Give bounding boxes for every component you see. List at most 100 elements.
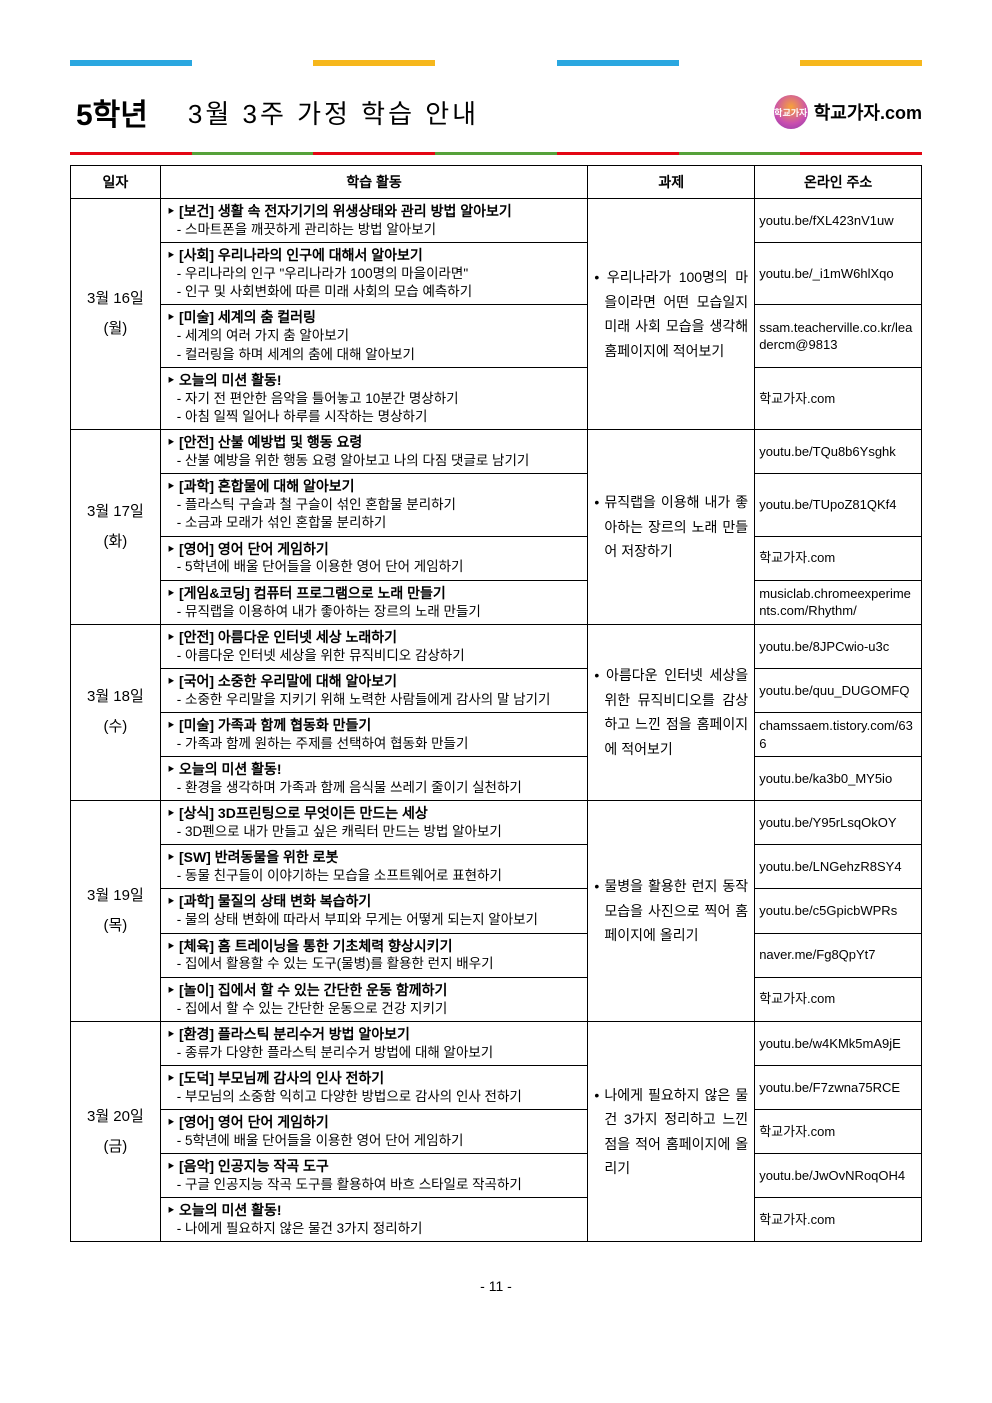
activity-sub: 아침 일찍 일어나 하루를 시작하는 명상하기: [167, 408, 582, 426]
site-name: 학교가자.com: [814, 99, 922, 125]
activity-title: [사회] 우리나라의 인구에 대해서 알아보기: [167, 246, 582, 265]
task-cell: 물병을 활용한 런지 동작모습을 사진으로 찍어 홈페이지에 올리기: [588, 801, 755, 1022]
table-row: 3월 16일(월)[보건] 생활 속 전자기기의 위생상태와 관리 방법 알아보…: [71, 199, 922, 243]
table-row: [영어] 영어 단어 게임하기5학년에 배울 단어들을 이용한 영어 단어 게임…: [71, 536, 922, 580]
table-row: 오늘의 미션 활동!나에게 필요하지 않은 물건 3가지 정리하기 학교가자.co…: [71, 1198, 922, 1242]
activity-cell: [음악] 인공지능 작곡 도구구글 인공지능 작곡 도구를 활용하여 바흐 스타…: [160, 1154, 588, 1198]
activity-cell: [미술] 가족과 함께 협동화 만들기가족과 함께 원하는 주제를 선택하여 협…: [160, 712, 588, 756]
activity-title: [체육] 홈 트레이닝을 통한 기초체력 향상시키기: [167, 937, 582, 956]
table-row: 오늘의 미션 활동!자기 전 편안한 음악을 틀어놓고 10분간 명상하기아침 …: [71, 367, 922, 429]
col-url-header: 온라인 주소: [755, 166, 922, 199]
url-cell: youtu.be/LNGehzR8SY4: [755, 845, 922, 889]
activity-title: [보건] 생활 속 전자기기의 위생상태와 관리 방법 알아보기: [167, 202, 582, 221]
activity-cell: 오늘의 미션 활동!자기 전 편안한 음악을 틀어놓고 10분간 명상하기아침 …: [160, 367, 588, 429]
activity-cell: [과학] 혼합물에 대해 알아보기플라스틱 구슬과 철 구슬이 섞인 혼합물 분…: [160, 474, 588, 536]
top-color-bar: [70, 60, 922, 66]
activity-sub: 구글 인공지능 작곡 도구를 활용하여 바흐 스타일로 작곡하기: [167, 1176, 582, 1194]
url-cell: youtu.be/TUpoZ81QKf4: [755, 474, 922, 536]
table-row: 오늘의 미션 활동!환경을 생각하며 가족과 함께 음식물 쓰레기 줄이기 실천…: [71, 757, 922, 801]
task-cell: 나에게 필요하지 않은 물건 3가지 정리하고 느낀 점을 적어 홈페이지에 올…: [588, 1021, 755, 1242]
table-row: [도덕] 부모님께 감사의 인사 전하기부모님의 소중함 익히고 다양한 방법으…: [71, 1065, 922, 1109]
activity-title: [국어] 소중한 우리말에 대해 알아보기: [167, 672, 582, 691]
activity-sub: 우리나라의 인구 "우리나라가 100명의 마을이라면": [167, 265, 582, 283]
url-cell: youtu.be/F7zwna75RCE: [755, 1065, 922, 1109]
activity-sub: 자기 전 편안한 음악을 틀어놓고 10분간 명상하기: [167, 390, 582, 408]
activity-cell: 오늘의 미션 활동!환경을 생각하며 가족과 함께 음식물 쓰레기 줄이기 실천…: [160, 757, 588, 801]
url-cell: 학교가자.com: [755, 1198, 922, 1242]
table-row: 3월 19일(목)[상식] 3D프린팅으로 무엇이든 만드는 세상3D펜으로 내…: [71, 801, 922, 845]
activity-sub: 집에서 할 수 있는 간단한 운동으로 건강 지키기: [167, 1000, 582, 1018]
table-row: 3월 18일(수)[안전] 아름다운 인터넷 세상 노래하기아름다운 인터넷 세…: [71, 624, 922, 668]
activity-cell: 오늘의 미션 활동!나에게 필요하지 않은 물건 3가지 정리하기: [160, 1198, 588, 1242]
activity-sub: 종류가 다양한 플라스틱 분리수거 방법에 대해 알아보기: [167, 1044, 582, 1062]
activity-title: [도덕] 부모님께 감사의 인사 전하기: [167, 1069, 582, 1088]
schedule-table: 일자 학습 활동 과제 온라인 주소 3월 16일(월)[보건] 생활 속 전자…: [70, 165, 922, 1242]
url-cell: chamssaem.tistory.com/636: [755, 712, 922, 756]
activity-cell: [영어] 영어 단어 게임하기5학년에 배울 단어들을 이용한 영어 단어 게임…: [160, 1109, 588, 1153]
activity-sub: 5학년에 배울 단어들을 이용한 영어 단어 게임하기: [167, 1132, 582, 1150]
mid-color-bar: [70, 152, 922, 155]
activity-sub: 세계의 여러 가지 춤 알아보기: [167, 327, 582, 345]
activity-title: [게임&코딩] 컴퓨터 프로그램으로 노래 만들기: [167, 584, 582, 603]
url-cell: 학교가자.com: [755, 1109, 922, 1153]
date-cell: 3월 17일(화): [71, 430, 161, 625]
activity-sub: 나에게 필요하지 않은 물건 3가지 정리하기: [167, 1220, 582, 1238]
date-cell: 3월 19일(목): [71, 801, 161, 1022]
col-date-header: 일자: [71, 166, 161, 199]
activity-cell: [미술] 세계의 춤 컬러링세계의 여러 가지 춤 알아보기컬러링을 하며 세계…: [160, 305, 588, 367]
activity-title: [놀이] 집에서 할 수 있는 간단한 운동 함께하기: [167, 981, 582, 1000]
activity-sub: 3D펜으로 내가 만들고 싶은 캐릭터 만드는 방법 알아보기: [167, 823, 582, 841]
activity-cell: [안전] 산불 예방법 및 행동 요령산불 예방을 위한 행동 요령 알아보고 …: [160, 430, 588, 474]
col-activity-header: 학습 활동: [160, 166, 588, 199]
table-row: [과학] 혼합물에 대해 알아보기플라스틱 구슬과 철 구슬이 섞인 혼합물 분…: [71, 474, 922, 536]
activity-title: 오늘의 미션 활동!: [167, 371, 582, 390]
activity-title: 오늘의 미션 활동!: [167, 760, 582, 779]
url-cell: musiclab.chromeexperiments.com/Rhythm/: [755, 580, 922, 624]
page-number: - 11 -: [70, 1278, 922, 1294]
url-cell: youtu.be/JwOvNRoqOH4: [755, 1154, 922, 1198]
activity-cell: [사회] 우리나라의 인구에 대해서 알아보기우리나라의 인구 "우리나라가 1…: [160, 243, 588, 305]
activity-sub: 가족과 함께 원하는 주제를 선택하여 협동화 만들기: [167, 735, 582, 753]
task-cell: 아름다운 인터넷 세상을 위한 뮤직비디오를 감상하고 느낀 점을 홈페이지에 …: [588, 624, 755, 800]
activity-cell: [체육] 홈 트레이닝을 통한 기초체력 향상시키기집에서 활용할 수 있는 도…: [160, 933, 588, 977]
table-row: [체육] 홈 트레이닝을 통한 기초체력 향상시키기집에서 활용할 수 있는 도…: [71, 933, 922, 977]
table-row: 3월 17일(화)[안전] 산불 예방법 및 행동 요령산불 예방을 위한 행동…: [71, 430, 922, 474]
activity-cell: [국어] 소중한 우리말에 대해 알아보기소중한 우리말을 지키기 위해 노력한…: [160, 668, 588, 712]
url-cell: 학교가자.com: [755, 536, 922, 580]
activity-sub: 소금과 모래가 섞인 혼합물 분리하기: [167, 514, 582, 532]
table-row: [미술] 세계의 춤 컬러링세계의 여러 가지 춤 알아보기컬러링을 하며 세계…: [71, 305, 922, 367]
activity-cell: [SW] 반려동물을 위한 로봇동물 친구들이 이야기하는 모습을 소프트웨어로…: [160, 845, 588, 889]
table-row: [놀이] 집에서 할 수 있는 간단한 운동 함께하기집에서 할 수 있는 간단…: [71, 977, 922, 1021]
activity-title: [안전] 아름다운 인터넷 세상 노래하기: [167, 628, 582, 647]
url-cell: youtu.be/c5GpicbWPRs: [755, 889, 922, 933]
activity-title: [안전] 산불 예방법 및 행동 요령: [167, 433, 582, 452]
activity-cell: [게임&코딩] 컴퓨터 프로그램으로 노래 만들기뮤직랩을 이용하여 내가 좋아…: [160, 580, 588, 624]
activity-title: [과학] 물질의 상태 변화 복습하기: [167, 892, 582, 911]
activity-sub: 동물 친구들이 이야기하는 모습을 소프트웨어로 표현하기: [167, 867, 582, 885]
activity-sub: 아름다운 인터넷 세상을 위한 뮤직비디오 감상하기: [167, 647, 582, 665]
url-cell: youtu.be/Y95rLsqOkOY: [755, 801, 922, 845]
page-title: 3월 3주 가정 학습 안내: [188, 94, 774, 131]
table-row: [SW] 반려동물을 위한 로봇동물 친구들이 이야기하는 모습을 소프트웨어로…: [71, 845, 922, 889]
activity-sub: 컬러링을 하며 세계의 춤에 대해 알아보기: [167, 346, 582, 364]
activity-title: [영어] 영어 단어 게임하기: [167, 540, 582, 559]
activity-sub: 스마트폰을 깨끗하게 관리하는 방법 알아보기: [167, 221, 582, 239]
activity-sub: 물의 상태 변화에 따라서 부피와 무게는 어떻게 되는지 알아보기: [167, 911, 582, 929]
url-cell: naver.me/Fg8QpYt7: [755, 933, 922, 977]
activity-cell: [과학] 물질의 상태 변화 복습하기물의 상태 변화에 따라서 부피와 무게는…: [160, 889, 588, 933]
activity-sub: 소중한 우리말을 지키기 위해 노력한 사람들에게 감사의 말 남기기: [167, 691, 582, 709]
activity-title: [영어] 영어 단어 게임하기: [167, 1113, 582, 1132]
table-row: 3월 20일(금)[환경] 플라스틱 분리수거 방법 알아보기종류가 다양한 플…: [71, 1021, 922, 1065]
table-header-row: 일자 학습 활동 과제 온라인 주소: [71, 166, 922, 199]
activity-cell: [놀이] 집에서 할 수 있는 간단한 운동 함께하기집에서 할 수 있는 간단…: [160, 977, 588, 1021]
task-cell: 뮤직랩을 이용해 내가 좋아하는 장르의 노래 만들어 저장하기: [588, 430, 755, 625]
activity-title: [환경] 플라스틱 분리수거 방법 알아보기: [167, 1025, 582, 1044]
header: 5학년 3월 3주 가정 학습 안내 학교가자 학교가자.com: [70, 84, 922, 152]
activity-title: [과학] 혼합물에 대해 알아보기: [167, 477, 582, 496]
activity-sub: 산불 예방을 위한 행동 요령 알아보고 나의 다짐 댓글로 남기기: [167, 452, 582, 470]
activity-title: [음악] 인공지능 작곡 도구: [167, 1157, 582, 1176]
table-row: [과학] 물질의 상태 변화 복습하기물의 상태 변화에 따라서 부피와 무게는…: [71, 889, 922, 933]
task-cell: 우리나라가 100명의 마을이라면 어떤 모습일지 미래 사회 모습을 생각해 …: [588, 199, 755, 430]
activity-title: [SW] 반려동물을 위한 로봇: [167, 848, 582, 867]
grade-label: 5학년: [76, 90, 148, 134]
